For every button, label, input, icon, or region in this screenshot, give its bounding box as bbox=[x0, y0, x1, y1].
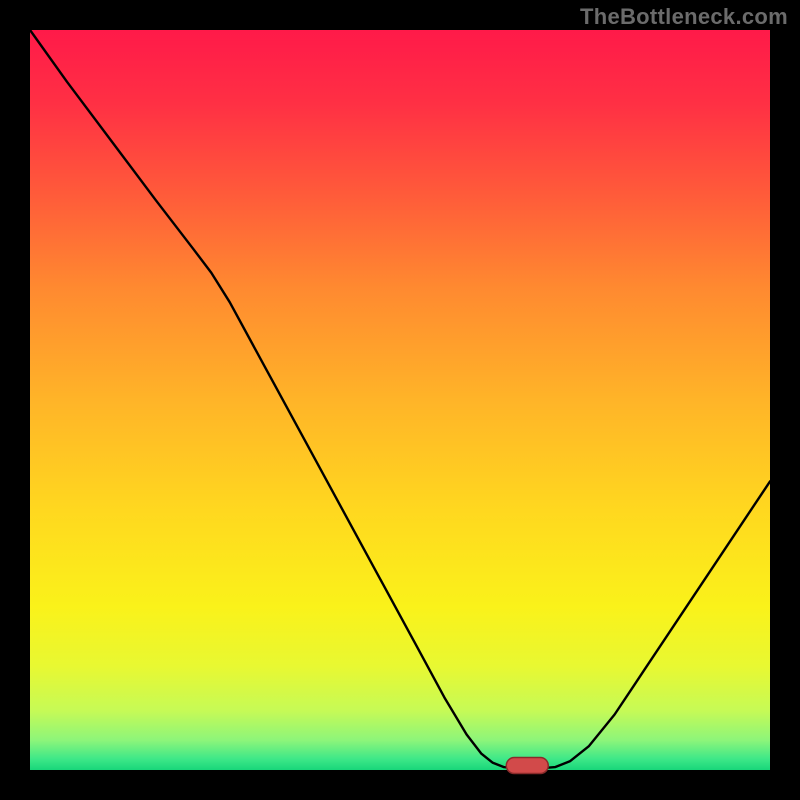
chart-container: TheBottleneck.com bbox=[0, 0, 800, 800]
bottleneck-chart bbox=[0, 0, 800, 800]
watermark-text: TheBottleneck.com bbox=[580, 4, 788, 30]
optimal-marker bbox=[506, 758, 548, 774]
plot-background bbox=[30, 30, 770, 770]
